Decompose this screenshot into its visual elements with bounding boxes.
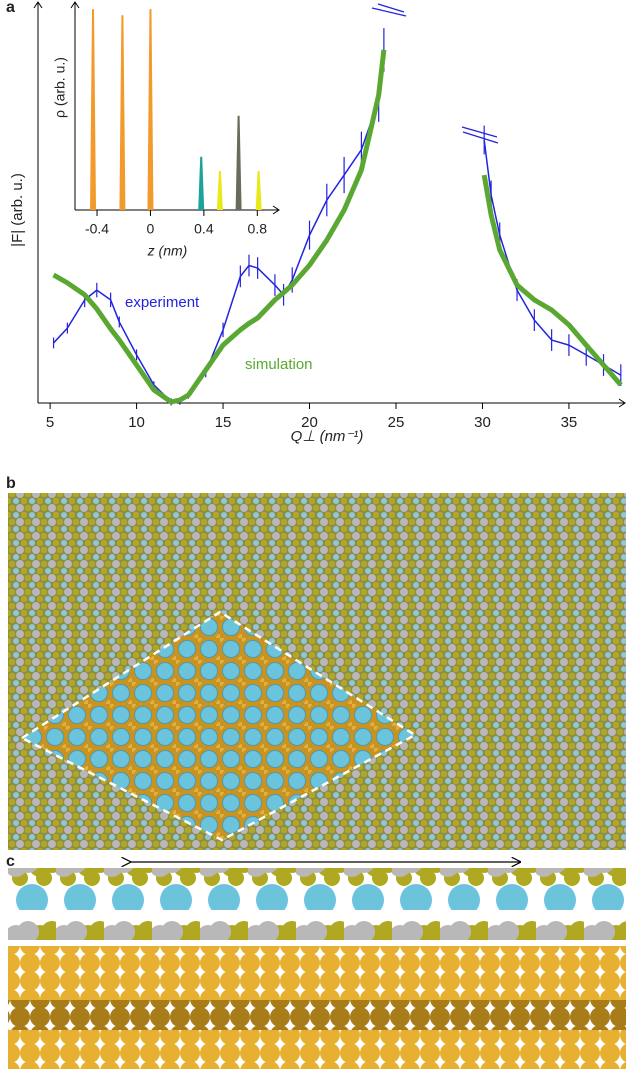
- panel-label: c: [6, 853, 15, 870]
- peak: [235, 115, 242, 210]
- y-axis-label: |F| (arb. u.): [9, 173, 26, 247]
- axis-arrow: [70, 1, 80, 9]
- x-tick-label: 20: [301, 414, 318, 431]
- y-axis-label: ρ (arb. u.): [52, 57, 68, 118]
- axis-break: [462, 131, 499, 144]
- peak: [198, 156, 205, 210]
- axis-arrow: [33, 1, 43, 9]
- axis-arrow: [272, 205, 280, 215]
- panel-label: a: [6, 0, 15, 16]
- x-tick-label: 30: [474, 414, 491, 431]
- peak: [147, 9, 154, 210]
- peak: [255, 171, 262, 210]
- annotation: experiment: [125, 294, 200, 311]
- x-tick-label: 0.4: [194, 221, 214, 237]
- x-tick-label: 0.8: [248, 221, 268, 237]
- x-tick-label: 15: [215, 414, 232, 431]
- axis-arrow: [618, 398, 626, 408]
- axis-break: [371, 7, 407, 17]
- series-line: [52, 49, 623, 405]
- x-tick-label: -0.4: [85, 221, 109, 237]
- peak: [216, 171, 223, 210]
- surface-image: [8, 493, 626, 850]
- axis-break: [377, 3, 405, 13]
- x-tick-label: 25: [388, 414, 405, 431]
- x-axis-label: Q⊥ (nm⁻¹): [291, 428, 364, 445]
- side-view-image: [8, 862, 626, 1069]
- peak: [90, 9, 97, 210]
- panel-label: b: [6, 475, 16, 492]
- peak: [119, 15, 126, 210]
- x-tick-label: 0: [147, 221, 155, 237]
- x-tick-label: 5: [46, 414, 54, 431]
- x-tick-label: 35: [561, 414, 578, 431]
- annotation: simulation: [245, 356, 313, 373]
- x-tick-label: 10: [128, 414, 145, 431]
- x-axis-label: z (nm): [147, 243, 188, 259]
- axis-break: [461, 126, 498, 138]
- series-line: [53, 49, 622, 403]
